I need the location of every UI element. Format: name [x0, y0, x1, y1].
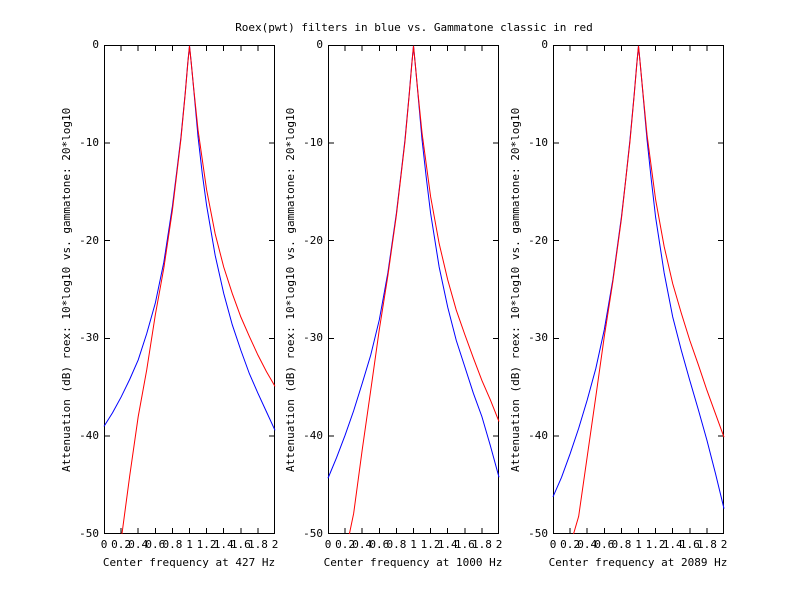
- axes-frame: [328, 45, 499, 534]
- y-axis-label: Attenuation (dB) roex: 10*log10 vs. gamm…: [509, 107, 522, 472]
- y-tick-label: -50: [303, 527, 323, 540]
- x-tick-label: 1.2: [196, 538, 217, 551]
- x-tick-label: 0.8: [162, 538, 183, 551]
- plot-area-427hz: [103, 45, 276, 535]
- y-tick-label: -20: [303, 233, 323, 247]
- x-tick-label: 2: [720, 538, 728, 551]
- x-tick-label: 1.4: [213, 538, 234, 551]
- x-tick-label: 0: [549, 538, 557, 551]
- y-tick-label: 0: [316, 38, 323, 51]
- y-axis-label: Attenuation (dB) roex: 10*log10 vs. gamm…: [60, 107, 73, 472]
- x-tick-label: 0: [324, 538, 332, 551]
- y-tick-label: -20: [79, 233, 99, 247]
- axes-frame: [553, 45, 724, 534]
- x-tick-label: 2: [495, 538, 503, 551]
- y-tick-label: -30: [528, 331, 548, 345]
- y-tick-label: -10: [528, 135, 548, 149]
- x-tick-label: 1.4: [437, 538, 458, 551]
- subplot-1000hz: Attenuation (dB) roex: 10*log10 vs. gamm…: [284, 0, 502, 600]
- x-tick-label: 1.8: [696, 538, 717, 551]
- subplot-427hz: Attenuation (dB) roex: 10*log10 vs. gamm…: [60, 0, 278, 600]
- x-axis-label: Center frequency at 1000 Hz: [323, 556, 503, 569]
- x-tick-label: 1.8: [471, 538, 492, 551]
- x-tick-label: 1: [410, 538, 417, 551]
- axes-frame: [104, 45, 275, 534]
- x-tick-label: 1.8: [247, 538, 268, 551]
- roex-curve: [552, 45, 725, 509]
- x-tick-label: 1: [635, 538, 642, 551]
- x-tick-label: 0.8: [611, 538, 632, 551]
- x-tick-label: 1.6: [230, 538, 251, 551]
- y-tick-label: -50: [79, 527, 99, 540]
- x-tick-label: 0.4: [577, 538, 598, 551]
- y-tick-label: 0: [92, 38, 99, 51]
- x-tick-label: 1.2: [645, 538, 666, 551]
- y-tick-label: -10: [79, 135, 99, 149]
- x-tick-label: 1.2: [420, 538, 441, 551]
- y-tick-label: -40: [528, 429, 548, 443]
- x-tick-label: 0.2: [560, 538, 581, 551]
- x-axis-label: Center frequency at 427 Hz: [102, 556, 276, 569]
- y-tick-label: -40: [79, 429, 99, 443]
- x-tick-label: 1: [186, 538, 193, 551]
- roex-curve: [103, 45, 276, 431]
- x-tick-label: 1.6: [454, 538, 475, 551]
- x-tick-label: 0.2: [111, 538, 132, 551]
- gammatone-curve: [573, 45, 725, 535]
- x-tick-label: 0.8: [386, 538, 407, 551]
- y-tick-label: -40: [303, 429, 323, 443]
- x-tick-label: 0.6: [369, 538, 390, 551]
- x-tick-label: 0: [100, 538, 108, 551]
- x-tick-label: 2: [271, 538, 279, 551]
- roex-curve: [327, 45, 500, 479]
- plot-area-2089hz: [552, 45, 725, 535]
- x-tick-label: 1.6: [679, 538, 700, 551]
- figure-title: Roex(pwt) filters in blue vs. Gammatone …: [235, 21, 593, 34]
- gammatone-curve: [121, 45, 276, 535]
- x-axis-label: Center frequency at 2089 Hz: [548, 556, 728, 569]
- y-tick-label: -50: [528, 527, 548, 540]
- x-tick-label: 0.4: [128, 538, 149, 551]
- y-tick-label: -20: [528, 233, 548, 247]
- x-tick-label: 0.6: [145, 538, 166, 551]
- subplot-2089hz: Attenuation (dB) roex: 10*log10 vs. gamm…: [509, 0, 727, 600]
- x-tick-label: 0.6: [594, 538, 615, 551]
- gammatone-curve: [348, 45, 500, 535]
- y-tick-label: -10: [303, 135, 323, 149]
- y-axis-label: Attenuation (dB) roex: 10*log10 vs. gamm…: [284, 107, 297, 472]
- y-tick-label: -30: [79, 331, 99, 345]
- x-tick-label: 0.4: [352, 538, 373, 551]
- plot-area-1000hz: [327, 45, 500, 535]
- y-tick-label: 0: [541, 38, 548, 51]
- x-tick-label: 1.4: [662, 538, 683, 551]
- y-tick-label: -30: [303, 331, 323, 345]
- x-tick-label: 0.2: [335, 538, 356, 551]
